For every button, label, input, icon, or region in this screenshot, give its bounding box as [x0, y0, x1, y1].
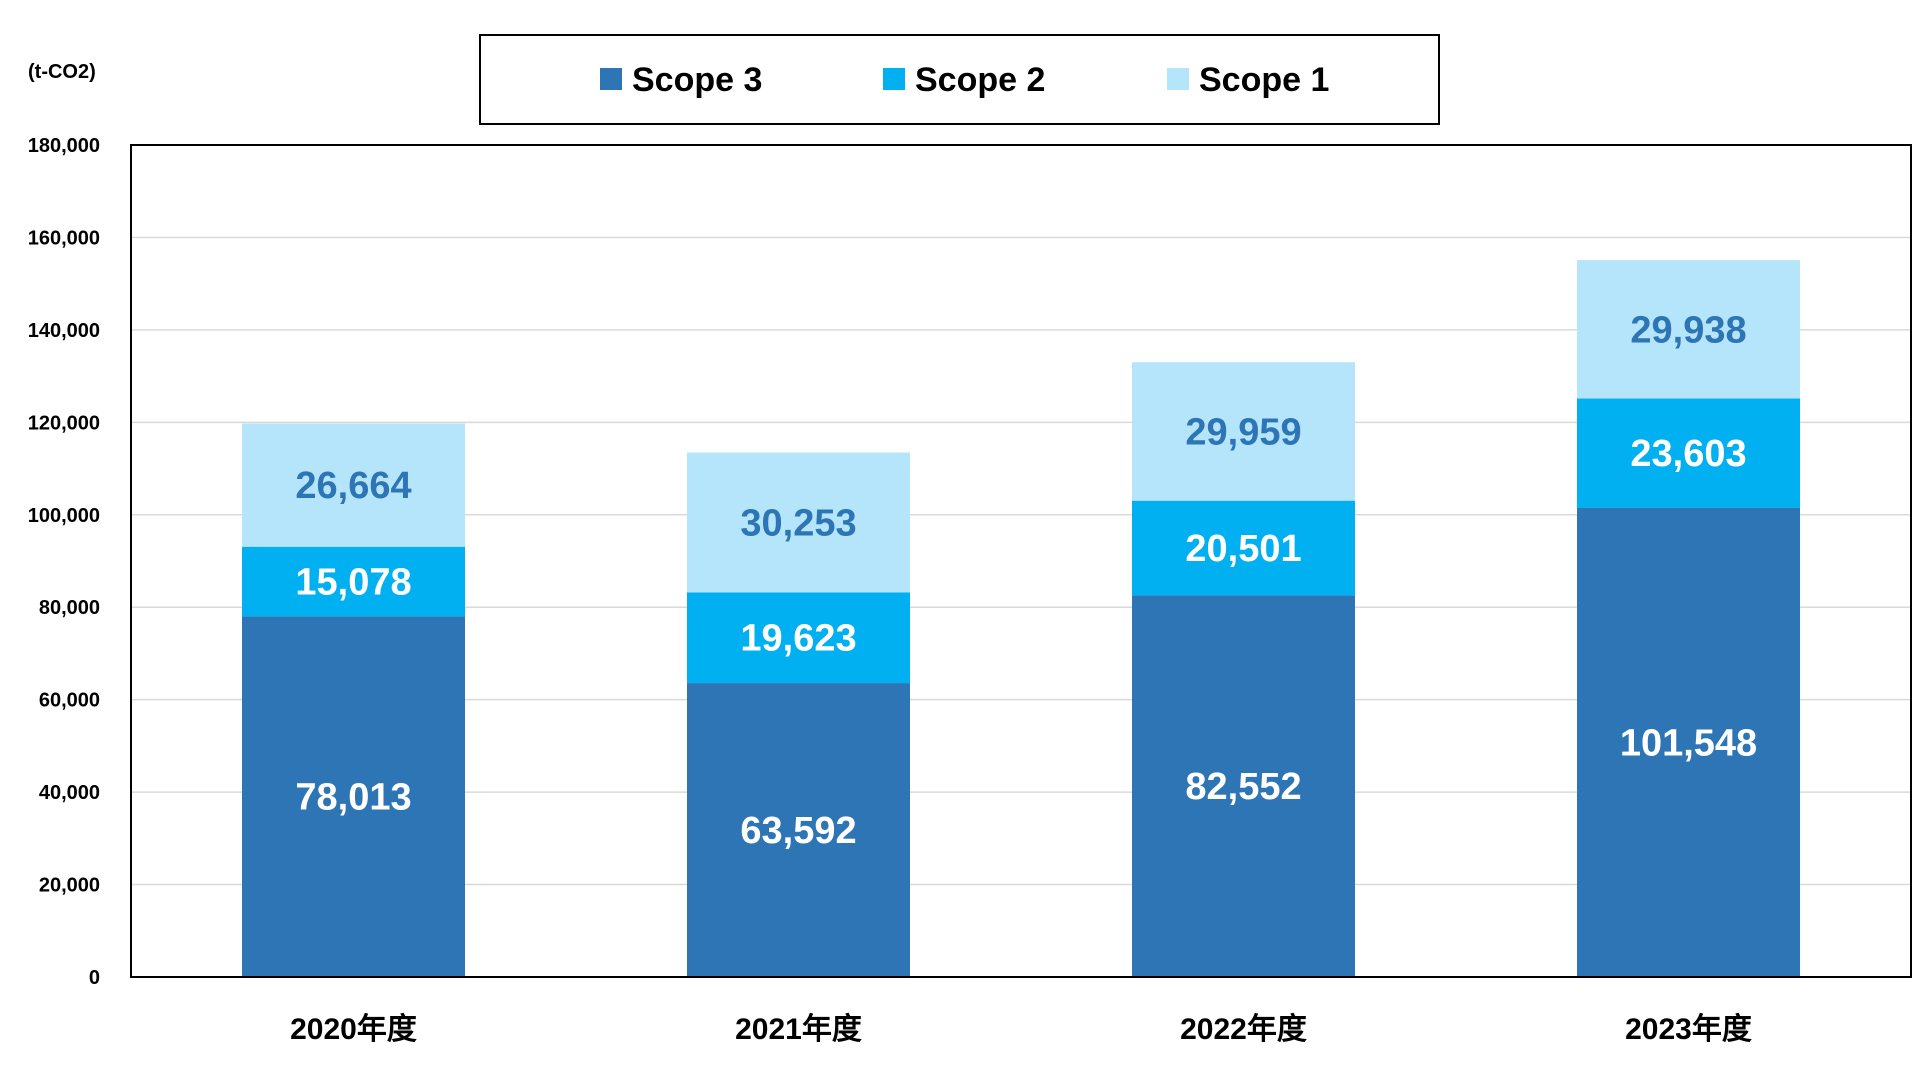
data-label: 101,548 — [1620, 722, 1757, 764]
data-label: 15,078 — [295, 562, 411, 604]
data-label: 78,013 — [295, 777, 411, 819]
bar-segment — [1132, 362, 1355, 501]
x-tick-label: 2023年度 — [1625, 1013, 1752, 1046]
data-label: 26,664 — [295, 465, 411, 507]
legend-label: Scope 1 — [1199, 61, 1329, 99]
y-tick-label: 80,000 — [39, 597, 100, 619]
y-tick-label: 0 — [89, 967, 100, 989]
x-tick-label: 2020年度 — [290, 1013, 417, 1046]
y-axis-ticks: 0 20,000 40,000 60,000 80,000 100,000 120,000 1… — [28, 135, 100, 989]
y-tick-label: 160,000 — [28, 227, 100, 249]
bar-segment — [242, 616, 465, 977]
legend-label: Scope 2 — [915, 61, 1045, 99]
legend: Scope 3 Scope 2 Scope 1 — [600, 61, 1329, 99]
data-label: 20,501 — [1185, 528, 1301, 570]
bar-segment — [1132, 595, 1355, 977]
bar-segment — [1577, 260, 1800, 399]
y-tick-label: 100,000 — [28, 505, 100, 527]
bar-segment — [242, 423, 465, 547]
bar-segment — [687, 452, 910, 593]
legend-swatch — [883, 68, 905, 90]
legend-swatch — [1167, 68, 1189, 90]
data-labels: 78,013 15,078 26,664 63,592 19,623 30,253 82,5… — [295, 309, 1757, 852]
data-label: 30,253 — [740, 502, 856, 544]
bar-segment — [1132, 500, 1355, 596]
y-tick-label: 20,000 — [39, 875, 100, 897]
x-tick-label: 2022年度 — [1180, 1013, 1307, 1046]
data-label: 19,623 — [740, 618, 856, 660]
y-tick-label: 60,000 — [39, 690, 100, 712]
y-tick-label: 180,000 — [28, 135, 100, 157]
data-label: 23,603 — [1630, 433, 1746, 475]
bar-segment — [242, 546, 465, 617]
x-axis-categories: 2020年度 2021年度 2022年度 2023年度 — [290, 1013, 1752, 1046]
plot-area-border — [130, 144, 1912, 978]
y-tick-label: 40,000 — [39, 782, 100, 804]
data-label: 29,959 — [1185, 411, 1301, 453]
y-tick-label: 140,000 — [28, 320, 100, 342]
bar-segment — [1577, 507, 1800, 977]
bar-segment — [687, 592, 910, 684]
bars — [242, 260, 1800, 977]
data-label: 29,938 — [1630, 309, 1746, 351]
legend-label: Scope 3 — [632, 61, 762, 99]
bar-segment — [687, 683, 910, 977]
legend-swatch — [600, 68, 622, 90]
y-axis-unit-label: (t-CO2) — [28, 61, 96, 83]
y-tick-label: 120,000 — [28, 412, 100, 434]
data-label: 63,592 — [740, 810, 856, 852]
data-label: 82,552 — [1185, 766, 1301, 808]
x-tick-label: 2021年度 — [735, 1013, 862, 1046]
bar-segment — [1577, 398, 1800, 508]
legend-box — [479, 34, 1440, 125]
